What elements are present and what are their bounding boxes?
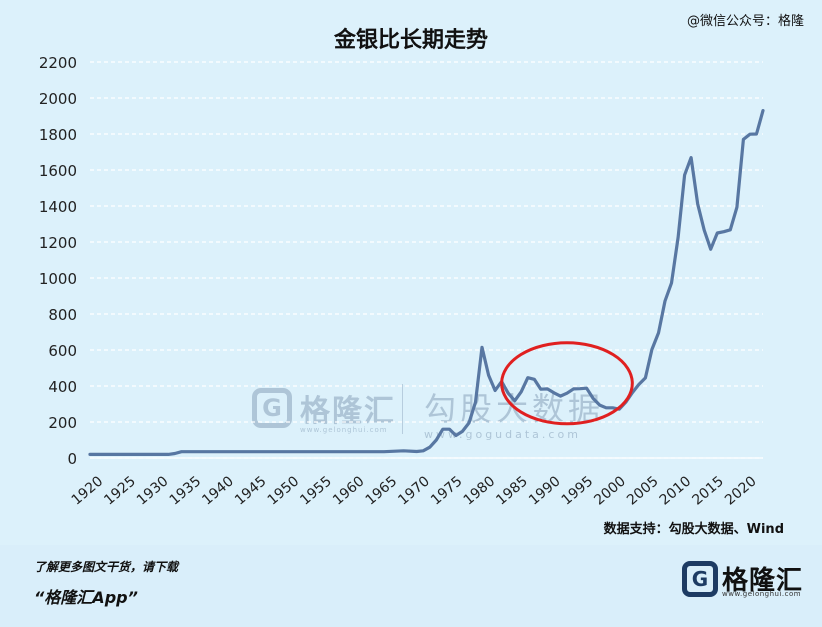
y-tick-label: 600	[48, 342, 77, 360]
y-tick-label: 1400	[39, 198, 77, 216]
y-tick-label: 2200	[39, 54, 77, 72]
line-chart: 0 200 400 600 800 1000 1200 1400 1600 1800 2000 220…	[39, 54, 765, 509]
y-tick-label: 1200	[39, 234, 77, 252]
x-tick-label: 1995	[559, 473, 597, 508]
x-tick-label: 1940	[199, 473, 237, 508]
highlight-circle	[500, 341, 634, 426]
x-tick-label: 1970	[395, 473, 433, 508]
gold-silver-ratio-line	[88, 108, 765, 456]
gelonghui-watermark-name: 格隆汇	[300, 394, 396, 429]
gelonghui-logo-icon: G	[252, 388, 292, 428]
y-tick-label: 2000	[39, 90, 77, 108]
x-tick-label: 2000	[591, 473, 629, 508]
gelonghui-brand: G 格隆汇 www.gelonghui.com	[682, 560, 804, 598]
gelonghui-brand-name: 格隆汇	[722, 566, 804, 596]
chart-title: 金银比长期走势	[333, 28, 488, 53]
x-tick-label: 2015	[689, 473, 727, 508]
x-tick-label: 1950	[265, 473, 303, 508]
x-tick-label: 1980	[461, 473, 499, 508]
y-tick-label: 400	[48, 378, 77, 396]
y-tick-label: 0	[67, 450, 77, 468]
data-source: 数据支持：勾股大数据、Wind	[603, 522, 784, 537]
x-tick-label: 1955	[297, 473, 335, 508]
x-tick-label: 2020	[722, 473, 760, 508]
gelonghui-watermark: G 格隆汇 www.gelonghui.com	[252, 386, 396, 434]
x-tick-label: 2005	[624, 473, 662, 508]
x-tick-label: 1990	[526, 473, 564, 508]
x-tick-label: 1930	[134, 473, 172, 508]
app-name: “格隆汇App”	[34, 588, 138, 607]
watermark-divider	[402, 384, 403, 434]
wechat-account: @微信公众号：格隆	[686, 14, 804, 29]
x-tick-label: 1965	[363, 473, 401, 508]
x-tick-label: 2010	[657, 473, 695, 508]
y-tick-label: 1000	[39, 270, 77, 288]
x-tick-label: 1945	[232, 473, 270, 508]
x-tick-label: 1960	[330, 473, 368, 508]
x-tick-label: 1935	[167, 473, 205, 508]
x-tick-label: 1925	[101, 473, 139, 508]
x-tick-label: 1985	[493, 473, 531, 508]
y-tick-label: 1800	[39, 126, 77, 144]
gelonghui-brand-url: www.gelonghui.com	[722, 590, 802, 598]
y-tick-label: 800	[48, 306, 77, 324]
x-tick-label: 1920	[69, 473, 107, 508]
gelonghui-brand-icon: G	[682, 560, 718, 597]
download-prompt: 了解更多图文干货，请下载	[34, 560, 179, 574]
y-tick-label: 200	[48, 414, 77, 432]
x-tick-label: 1975	[428, 473, 466, 508]
y-tick-label: 1600	[39, 162, 77, 180]
gelonghui-watermark-url: www.gelonghui.com	[300, 426, 388, 434]
